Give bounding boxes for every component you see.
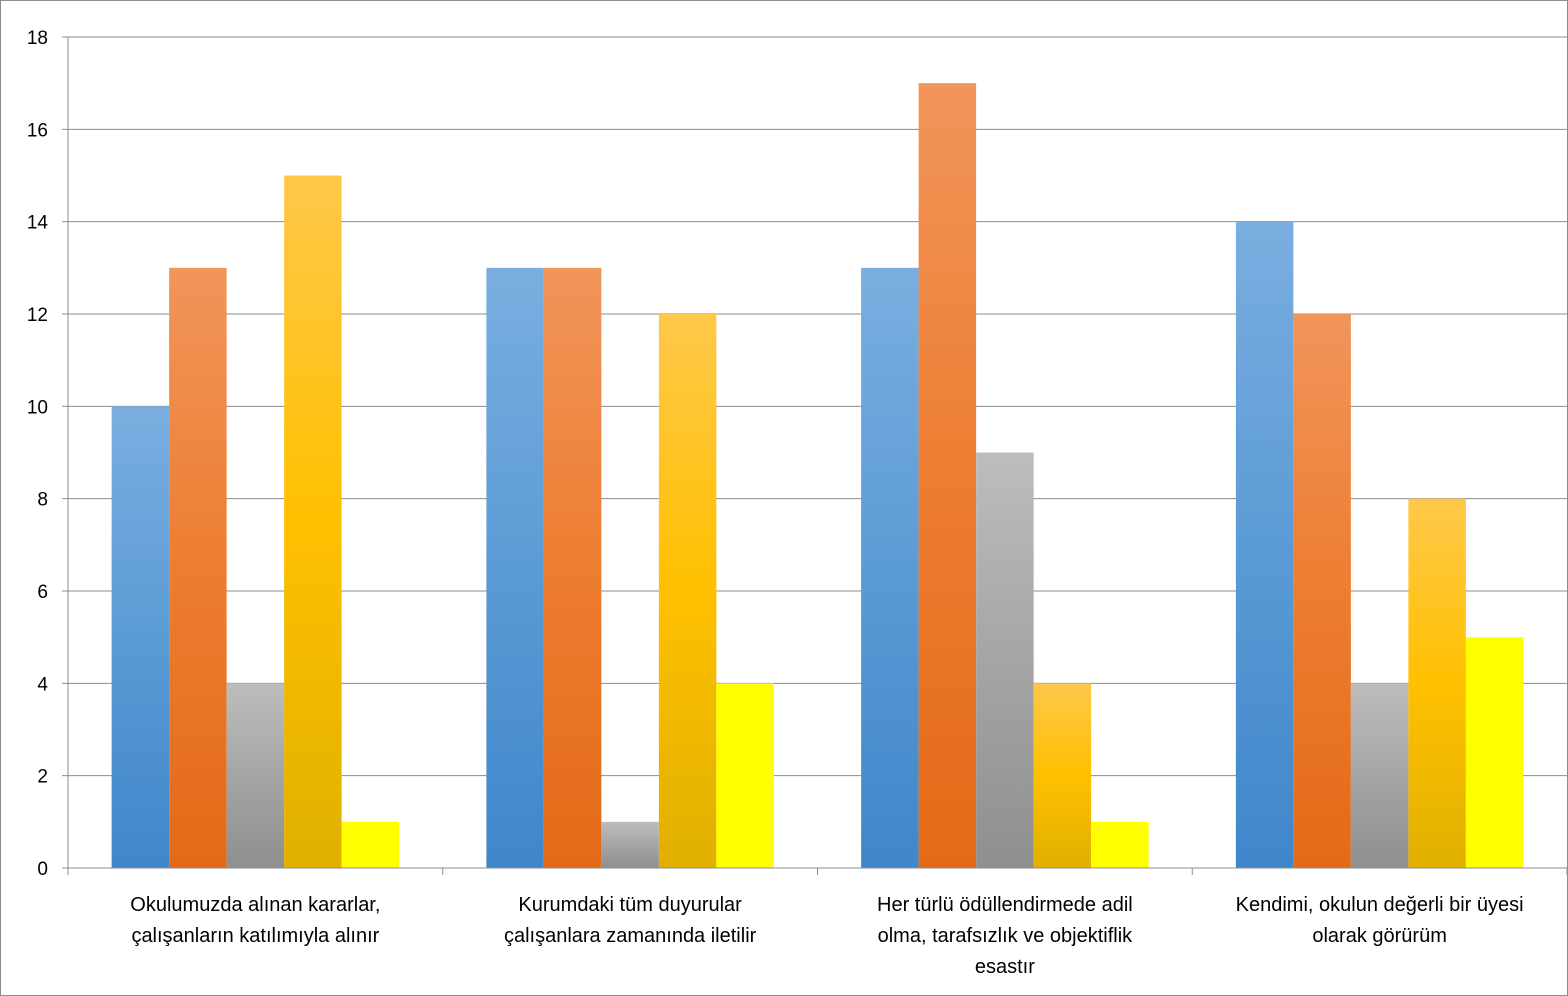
y-tick-label: 16 xyxy=(27,120,48,141)
bar xyxy=(1033,683,1092,868)
bar xyxy=(716,683,774,868)
bar xyxy=(169,267,227,868)
bar xyxy=(1350,683,1409,868)
y-tick-label: 8 xyxy=(37,490,48,511)
y-tick-label: 4 xyxy=(37,674,48,695)
bar xyxy=(861,267,919,868)
x-category-label: Her türlü ödüllendirmede adil olma, taraf… xyxy=(877,894,1133,978)
y-tick-label: 2 xyxy=(37,767,48,788)
bar xyxy=(486,267,544,868)
bar xyxy=(543,267,602,868)
bar xyxy=(1465,637,1524,868)
bar xyxy=(1408,498,1466,868)
bar xyxy=(284,175,342,868)
bar xyxy=(341,821,400,868)
x-category-label: Okulumuzda alınan kararlar, çalışanların … xyxy=(130,894,380,947)
bar xyxy=(1293,314,1351,868)
y-tick-label: 12 xyxy=(27,305,48,326)
y-tick-label: 14 xyxy=(27,213,49,234)
bar xyxy=(976,452,1034,868)
y-axis-tick-labels: 0 2 4 6 8 10 12 14 16 18 xyxy=(27,28,49,880)
y-tick-label: 18 xyxy=(27,28,48,49)
bar xyxy=(111,406,170,868)
x-axis-category-labels: Okulumuzda alınan kararlar, çalışanların … xyxy=(130,894,1523,978)
y-tick-label: 6 xyxy=(37,582,48,603)
bar xyxy=(601,821,659,868)
bar xyxy=(226,683,285,868)
y-tick-label: 0 xyxy=(37,859,48,880)
axes xyxy=(62,36,1567,875)
bar xyxy=(1235,221,1294,868)
bar xyxy=(658,314,717,868)
x-category-label: Kurumdaki tüm duyurular çalışanlara zaman… xyxy=(504,894,757,947)
bar xyxy=(1091,821,1149,868)
bar xyxy=(918,83,977,868)
x-category-label: Kendimi, okulun değerli bir üyesi olarak … xyxy=(1236,894,1524,947)
y-tick-label: 10 xyxy=(27,397,48,418)
bars xyxy=(111,83,1524,868)
